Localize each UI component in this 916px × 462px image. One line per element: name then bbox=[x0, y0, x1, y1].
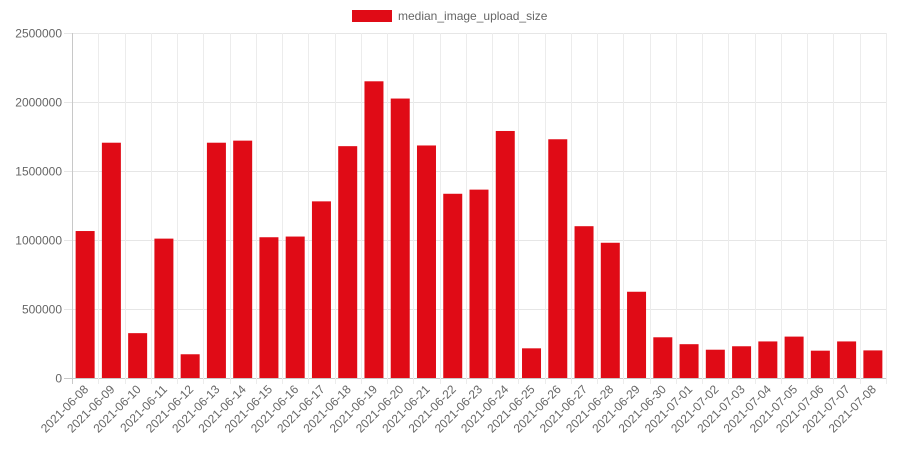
bar[interactable] bbox=[233, 140, 253, 378]
bar[interactable] bbox=[364, 81, 384, 379]
bar[interactable] bbox=[705, 349, 725, 378]
bar[interactable] bbox=[259, 237, 279, 378]
bar[interactable] bbox=[180, 354, 200, 378]
bar[interactable] bbox=[653, 337, 673, 378]
bar[interactable] bbox=[574, 226, 594, 378]
bar[interactable] bbox=[75, 231, 95, 378]
bar[interactable] bbox=[469, 189, 489, 378]
bar-series bbox=[75, 81, 883, 379]
bar[interactable] bbox=[600, 242, 620, 378]
bar[interactable] bbox=[416, 145, 436, 378]
bar[interactable] bbox=[495, 130, 515, 378]
y-tick-label: 500000 bbox=[22, 303, 62, 317]
grid-lines bbox=[64, 33, 887, 384]
bar[interactable] bbox=[758, 341, 778, 378]
bar[interactable] bbox=[863, 350, 883, 378]
y-tick-label: 2000000 bbox=[15, 96, 62, 110]
bar[interactable] bbox=[206, 142, 226, 378]
bar[interactable] bbox=[285, 236, 305, 378]
bar[interactable] bbox=[101, 142, 121, 378]
bar[interactable] bbox=[154, 238, 174, 378]
bar[interactable] bbox=[810, 350, 830, 378]
bar[interactable] bbox=[627, 291, 647, 378]
legend[interactable]: median_image_upload_size bbox=[352, 9, 548, 23]
legend-swatch[interactable] bbox=[352, 10, 392, 22]
legend-label[interactable]: median_image_upload_size bbox=[398, 9, 548, 23]
bar[interactable] bbox=[548, 139, 568, 378]
bar[interactable] bbox=[784, 336, 804, 378]
bar[interactable] bbox=[732, 346, 752, 378]
y-tick-label: 1000000 bbox=[15, 234, 62, 248]
y-tick-label: 1500000 bbox=[15, 165, 62, 179]
bar[interactable] bbox=[837, 341, 857, 378]
bar[interactable] bbox=[390, 98, 410, 379]
bar[interactable] bbox=[679, 344, 699, 378]
bar[interactable] bbox=[128, 333, 148, 378]
bar[interactable] bbox=[338, 146, 358, 378]
y-tick-label: 0 bbox=[55, 372, 62, 386]
bar[interactable] bbox=[443, 193, 463, 378]
bar[interactable] bbox=[311, 201, 331, 378]
bar[interactable] bbox=[522, 348, 542, 378]
y-tick-label: 2500000 bbox=[15, 27, 62, 41]
